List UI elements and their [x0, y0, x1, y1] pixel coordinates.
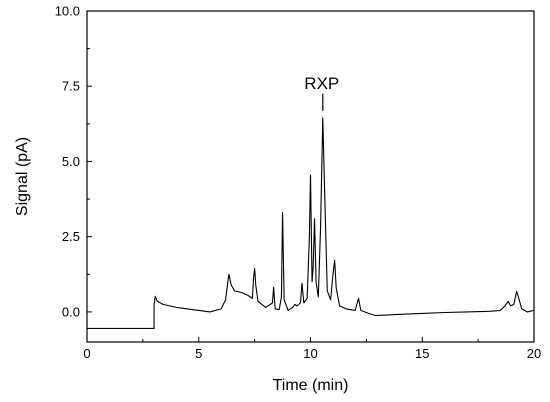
y-tick-label: 5.0: [62, 154, 80, 169]
y-axis-title: Signal (pA): [14, 137, 31, 216]
y-tick-label: 10.0: [55, 4, 80, 19]
x-tick-label: 10: [303, 346, 317, 361]
y-tick-label: 7.5: [62, 79, 80, 94]
x-tick-label: 20: [527, 346, 541, 361]
series-line: [87, 117, 535, 330]
x-axis-title: Time (min): [273, 377, 349, 394]
x-tick-label: 0: [83, 346, 90, 361]
y-tick-label: 0.0: [62, 304, 80, 319]
ticks-layer: 0 5 10 15 20 0.0 2.5 5.0 7.5 10.0: [55, 4, 542, 362]
annotation-layer: RXP: [304, 74, 339, 111]
x-tick-label: 15: [415, 346, 429, 361]
y-tick-label: 2.5: [62, 229, 80, 244]
x-tick-label: 5: [195, 346, 202, 361]
plot-layer: [87, 117, 535, 330]
annotation-label: RXP: [304, 74, 339, 93]
